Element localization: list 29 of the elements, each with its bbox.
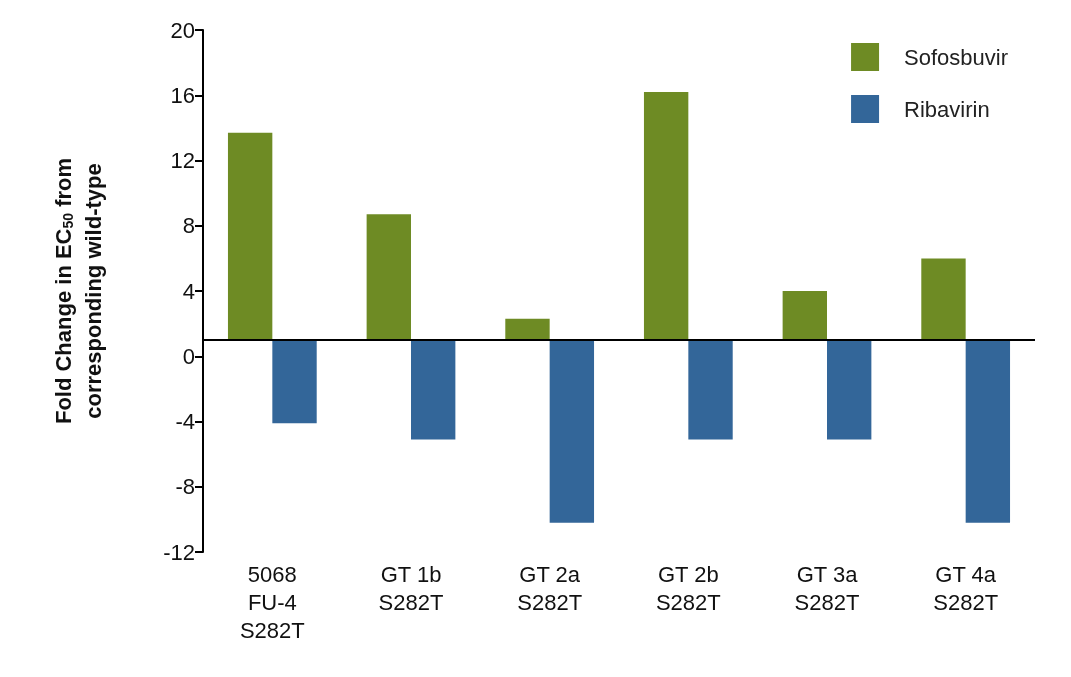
bar: [227, 132, 273, 340]
x-tick-label: GT 1b S282T: [378, 561, 444, 615]
y-tick-label: 20: [170, 17, 195, 43]
bar: [366, 214, 411, 340]
bar: [272, 339, 317, 424]
y-tick-label: 8: [182, 213, 195, 239]
y-tick-label: -8: [175, 474, 195, 500]
y-tick-label: 4: [182, 278, 195, 304]
bar: [643, 91, 689, 340]
bar: [688, 339, 733, 440]
x-tick-label: GT 4a S282T: [933, 561, 999, 615]
y-tick-label: 16: [170, 82, 195, 108]
bar: [965, 339, 1011, 523]
bar: [549, 339, 595, 523]
x-tick-label: GT 3a S282T: [794, 561, 860, 615]
bar: [921, 258, 966, 340]
y-tick-label: 12: [170, 148, 195, 173]
bar: [782, 291, 827, 340]
legend-label: Ribavirin: [904, 96, 990, 122]
x-tick-label: GT 2a S282T: [517, 561, 583, 615]
x-tick-label: 5068 FU-4 S282T: [239, 561, 305, 643]
y-tick-label: -4: [175, 409, 195, 434]
legend-label: Sofosbuvir: [904, 44, 1009, 70]
bar: [827, 339, 872, 440]
y-tick-label: 0: [182, 343, 195, 369]
y-tick-label: -12: [163, 539, 195, 565]
bar: [411, 339, 456, 440]
x-tick-label: GT 2b S282T: [655, 561, 721, 615]
bar: [505, 318, 550, 340]
